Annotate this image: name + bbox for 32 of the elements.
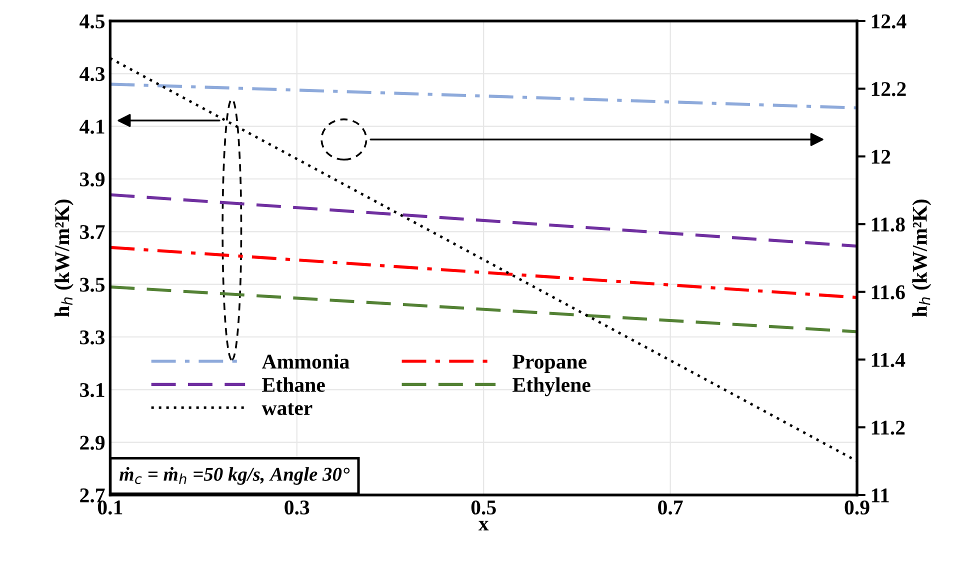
x-tick-label: 0.1 bbox=[98, 500, 122, 515]
y2-tick-label: 11.4 bbox=[872, 353, 906, 368]
legend-label: Propane bbox=[512, 354, 587, 373]
y-tick-label: 3.3 bbox=[80, 330, 105, 345]
y-tick-label: 2.7 bbox=[80, 488, 105, 503]
y-axis-title: h$_{h}$ (kW/m²K) bbox=[54, 200, 74, 317]
annotation: ṁ$_{c}$ = ṁ$_{h}$ =50 kg/s, Angle 30° bbox=[120, 466, 350, 485]
y-tick-label: 3.5 bbox=[80, 278, 105, 292]
y2-tick-label: 11.8 bbox=[872, 218, 905, 232]
y2-axis-title: h$_{h}$ (kW/m²K) bbox=[912, 200, 932, 317]
y2-tick-label: 11.6 bbox=[872, 285, 905, 300]
y-tick-label: 3.1 bbox=[80, 383, 104, 398]
legend-label: Ethylene bbox=[512, 377, 590, 396]
y2-tick-label: 12.4 bbox=[872, 14, 906, 29]
y2-tick-label: 12 bbox=[872, 150, 890, 164]
legend-label: Ethane bbox=[262, 377, 325, 392]
y-tick-label: 4.1 bbox=[80, 120, 104, 134]
y2-tick-label: 11 bbox=[872, 488, 889, 502]
x-tick-label: 0.5 bbox=[471, 500, 496, 515]
x-tick-label: 0.3 bbox=[284, 500, 310, 515]
y-tick-label: 3.9 bbox=[80, 172, 105, 187]
y-tick-label: 3.7 bbox=[80, 225, 105, 240]
y2-tick-label: 11.2 bbox=[872, 420, 905, 435]
y-tick-label: 4.5 bbox=[80, 14, 105, 29]
legend-label: water bbox=[262, 403, 312, 416]
legend-label: Ammonia bbox=[262, 354, 350, 369]
y-tick-label: 4.3 bbox=[80, 67, 105, 82]
x-tick-label: 0.9 bbox=[844, 500, 870, 515]
y2-tick-label: 12.2 bbox=[872, 82, 906, 96]
x-tick-label: 0.7 bbox=[658, 500, 683, 515]
x-axis-title: x bbox=[478, 520, 489, 530]
y-tick-label: 2.9 bbox=[80, 436, 105, 450]
